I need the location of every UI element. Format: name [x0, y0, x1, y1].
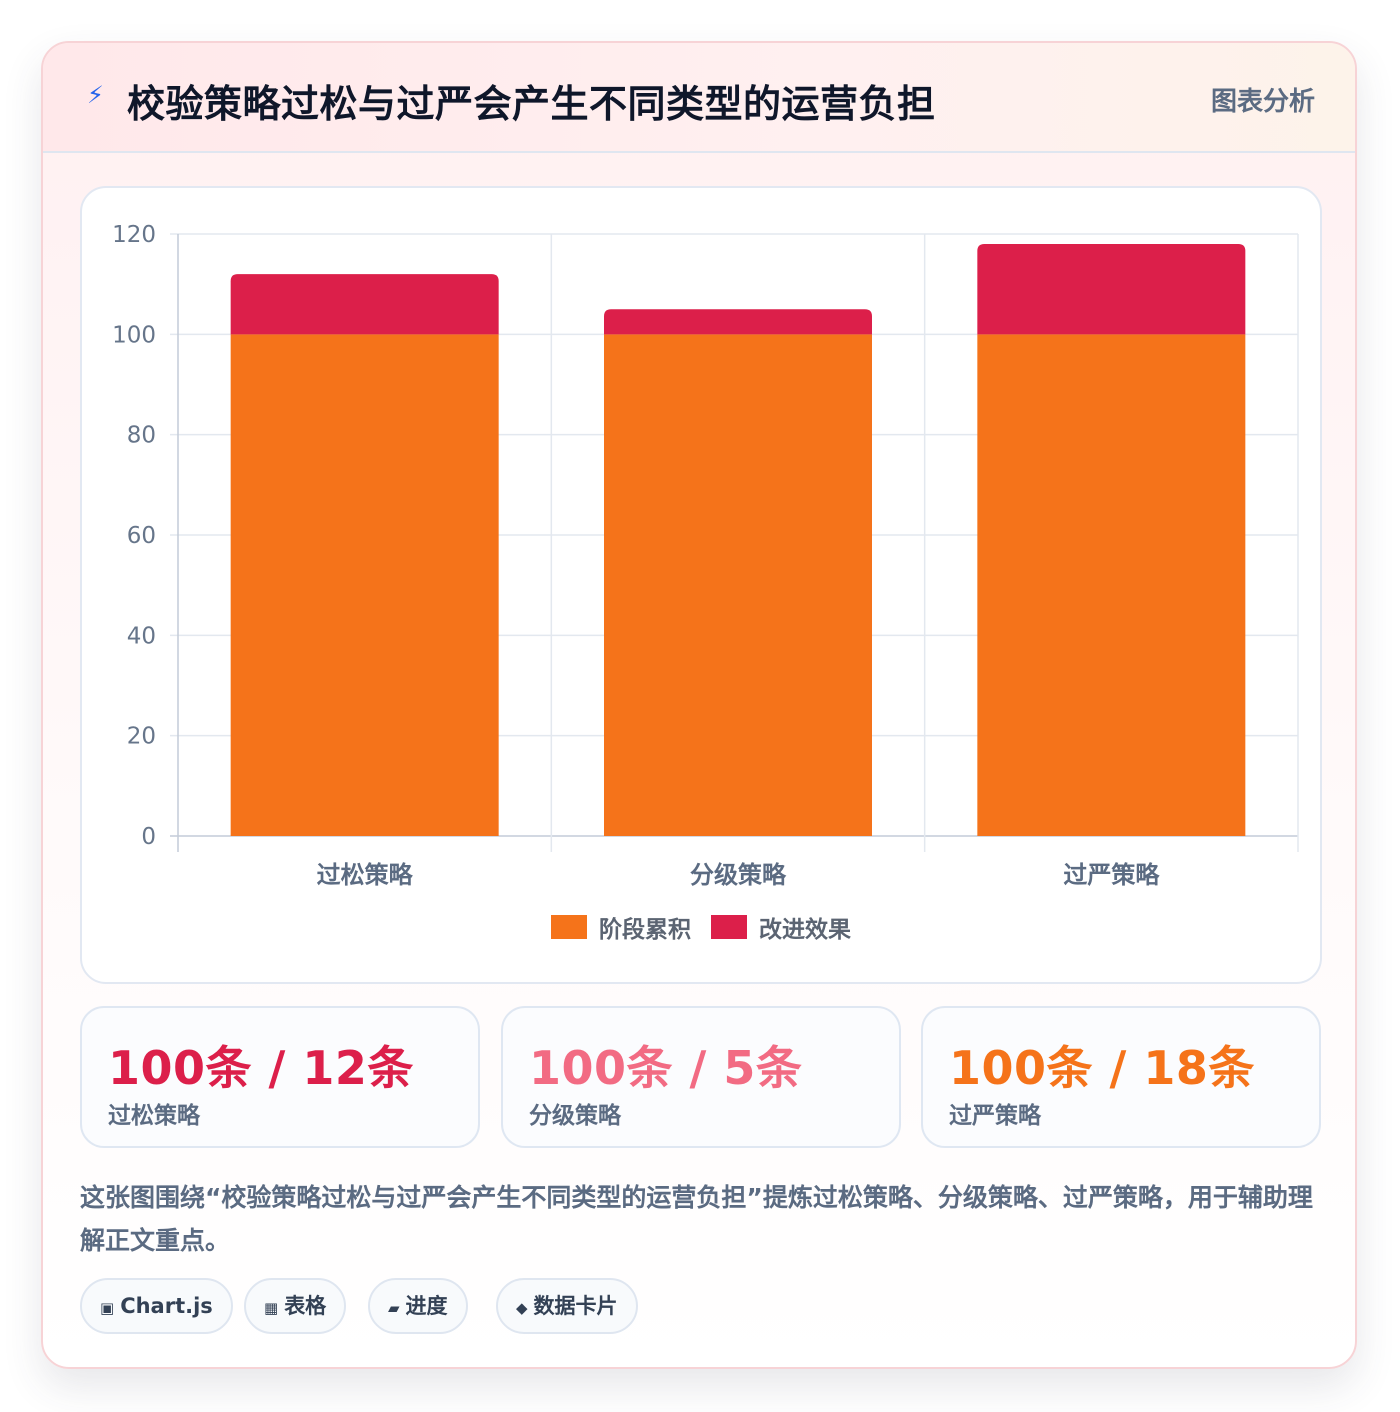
progress-icon: ▰	[388, 1299, 400, 1317]
y-tick-label: 0	[141, 824, 156, 850]
bar-segment	[604, 334, 872, 836]
legend-swatch	[711, 915, 747, 939]
table-icon: ▦	[264, 1299, 279, 1317]
chart-card: ⚡ 校验策略过松与过严会产生不同类型的运营负担 图表分析 0 20 40 60 80 10…	[41, 41, 1357, 1369]
y-tick-label: 60	[127, 523, 156, 549]
chip-chartjs[interactable]: ▣ Chart.js	[80, 1278, 233, 1334]
bar-segment	[977, 334, 1246, 836]
chip-label: Chart.js	[120, 1294, 213, 1318]
bar-segment	[230, 274, 499, 335]
stat-value: 100条 / 12条	[108, 1041, 414, 1095]
stat-card-strict: 100条 / 18条 过严策略	[921, 1006, 1321, 1148]
card-title: 校验策略过松与过严会产生不同类型的运营负担	[127, 82, 936, 126]
chip-data-card[interactable]: ◆ 数据卡片	[496, 1278, 638, 1334]
stat-card-loose: 100条 / 12条 过松策略	[80, 1006, 480, 1148]
y-tick-label: 20	[127, 724, 156, 750]
x-tick-label: 分级策略	[690, 861, 787, 889]
chip-progress[interactable]: ▰ 进度	[368, 1278, 468, 1334]
chart-description: 这张图围绕“校验策略过松与过严会产生不同类型的运营负担”提炼过松策略、分级策略、…	[80, 1183, 1313, 1255]
legend-swatch	[551, 915, 587, 939]
chip-label: 数据卡片	[533, 1294, 618, 1318]
chart-icon: ▣	[100, 1299, 115, 1317]
card-icon: ◆	[516, 1299, 528, 1317]
bar-segment	[977, 244, 1246, 335]
bolt-icon: ⚡	[87, 81, 104, 109]
legend-label: 阶段累积	[599, 917, 691, 943]
stat-value: 100条 / 5条	[529, 1041, 803, 1095]
chart-container: 0 20 40 60 80 100 120 过松策略 分级策略 过严策略 阶段累积 改进效果	[80, 186, 1322, 984]
y-tick-label: 120	[112, 222, 156, 248]
bar-segment	[604, 309, 872, 335]
stat-card-tiered: 100条 / 5条 分级策略	[501, 1006, 901, 1148]
stat-label: 过松策略	[108, 1103, 200, 1129]
legend-item-stage[interactable]: 阶段累积	[551, 910, 691, 944]
chip-label: 表格	[284, 1294, 327, 1318]
card-header: ⚡ 校验策略过松与过严会产生不同类型的运营负担 图表分析	[43, 43, 1355, 153]
bar-segment	[230, 334, 499, 836]
y-tick-label: 40	[127, 623, 156, 649]
y-tick-label: 80	[127, 423, 156, 449]
stat-label: 分级策略	[529, 1103, 621, 1129]
chip-label: 进度	[405, 1294, 448, 1318]
chart-analysis-tag: 图表分析	[1210, 87, 1315, 117]
x-tick-label: 过严策略	[1063, 861, 1160, 889]
stat-value: 100条 / 18条	[949, 1041, 1255, 1095]
legend-item-improvement[interactable]: 改进效果	[711, 910, 851, 944]
legend-label: 改进效果	[759, 917, 851, 943]
bar-chart: 0 20 40 60 80 100 120 过松策略 分级策略 过严策略	[112, 222, 1299, 889]
y-tick-label: 100	[112, 322, 156, 348]
chart-legend: 阶段累积 改进效果	[82, 910, 1320, 944]
x-tick-label: 过松策略	[317, 861, 414, 889]
chip-table[interactable]: ▦ 表格	[244, 1278, 347, 1334]
stat-label: 过严策略	[949, 1103, 1041, 1129]
